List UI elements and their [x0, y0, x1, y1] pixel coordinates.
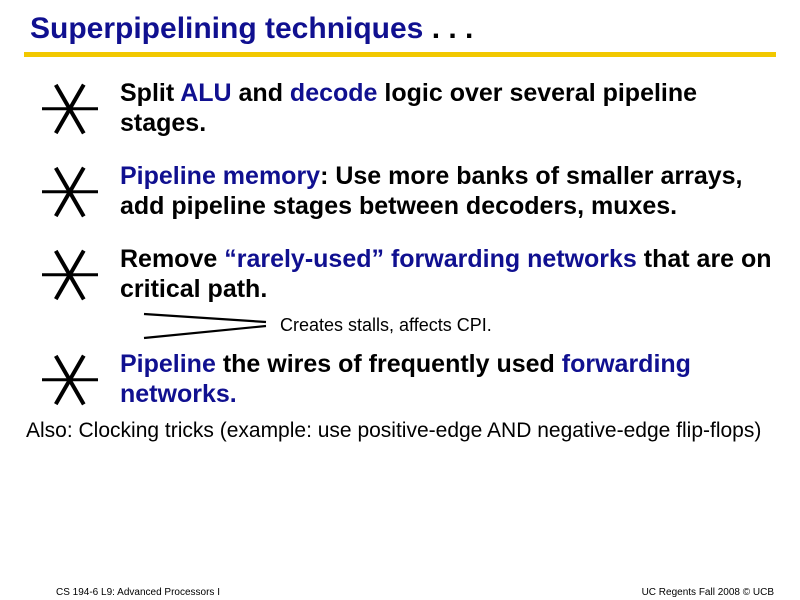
bullet-item: Pipeline memory: Use more banks of small… — [42, 162, 776, 221]
footer: CS 194-6 L9: Advanced Processors I UC Re… — [0, 587, 800, 598]
slide-title: Superpipelining techniques . . . — [24, 12, 776, 46]
bullet-text: Remove “rarely-used” forwarding networks… — [120, 245, 776, 304]
slide: Superpipelining techniques . . . Split A… — [0, 0, 800, 600]
note-text: Creates stalls, affects CPI. — [280, 315, 492, 336]
footer-right: UC Regents Fall 2008 © UCB — [642, 587, 774, 598]
title-main: Superpipelining techniques — [30, 12, 432, 45]
starburst-icon — [42, 247, 98, 303]
bullet-item: Pipeline the wires of frequently used fo… — [42, 350, 776, 409]
bullet-text: Split ALU and decode logic over several … — [120, 79, 776, 138]
note-callout: Creates stalls, affects CPI. — [140, 308, 776, 342]
bullet-list: Split ALU and decode logic over several … — [24, 79, 776, 409]
title-ellipsis: . . . — [432, 12, 474, 45]
bullet-item: Split ALU and decode logic over several … — [42, 79, 776, 138]
bullet-text: Pipeline memory: Use more banks of small… — [120, 162, 776, 221]
starburst-icon — [42, 352, 98, 408]
title-underline — [24, 52, 776, 57]
starburst-icon — [42, 81, 98, 137]
footer-left: CS 194-6 L9: Advanced Processors I — [56, 587, 220, 598]
callout-lines-icon — [140, 308, 270, 342]
also-note: Also: Clocking tricks (example: use posi… — [24, 419, 776, 443]
starburst-icon — [42, 164, 98, 220]
bullet-text: Pipeline the wires of frequently used fo… — [120, 350, 776, 409]
bullet-item: Remove “rarely-used” forwarding networks… — [42, 245, 776, 304]
